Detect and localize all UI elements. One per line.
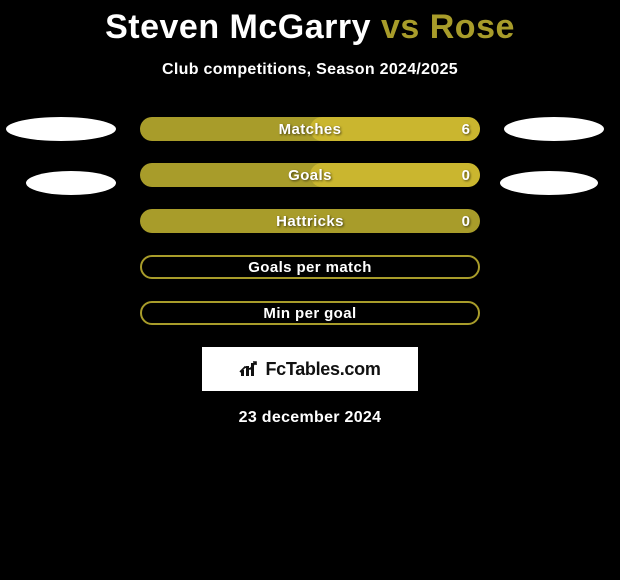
page-title: Steven McGarry vs Rose (0, 0, 620, 47)
player2-photo-placeholder (504, 117, 604, 141)
player1-photo-placeholder (6, 117, 116, 141)
stat-value-right: 0 (462, 209, 470, 233)
player2-logo-placeholder (500, 171, 598, 195)
player1-logo-placeholder (26, 171, 116, 195)
source-logo-text: FcTables.com (265, 359, 380, 380)
stat-bar-label: Goals (140, 163, 480, 187)
stat-bar-label: Min per goal (142, 303, 478, 323)
bar-chart-icon (239, 360, 261, 378)
stat-bar: Goals0 (140, 163, 480, 187)
stat-bar: Min per goal (140, 301, 480, 325)
stat-value-right: 6 (462, 117, 470, 141)
source-logo: FcTables.com (202, 347, 418, 391)
player1-name: Steven McGarry (105, 8, 371, 46)
subtitle: Club competitions, Season 2024/2025 (0, 61, 620, 79)
stat-bar-label: Hattricks (140, 209, 480, 233)
stat-bar: Goals per match (140, 255, 480, 279)
stat-value-right: 0 (462, 163, 470, 187)
stat-bar-label: Goals per match (142, 257, 478, 277)
comparison-area: Matches6Goals0Hattricks0Goals per matchM… (0, 117, 620, 325)
player2-name: Rose (430, 8, 515, 46)
footer-date: 23 december 2024 (0, 409, 620, 427)
stat-bars: Matches6Goals0Hattricks0Goals per matchM… (140, 117, 480, 325)
stat-bar: Hattricks0 (140, 209, 480, 233)
vs-text: vs (381, 8, 420, 46)
stat-bar: Matches6 (140, 117, 480, 141)
stat-bar-label: Matches (140, 117, 480, 141)
